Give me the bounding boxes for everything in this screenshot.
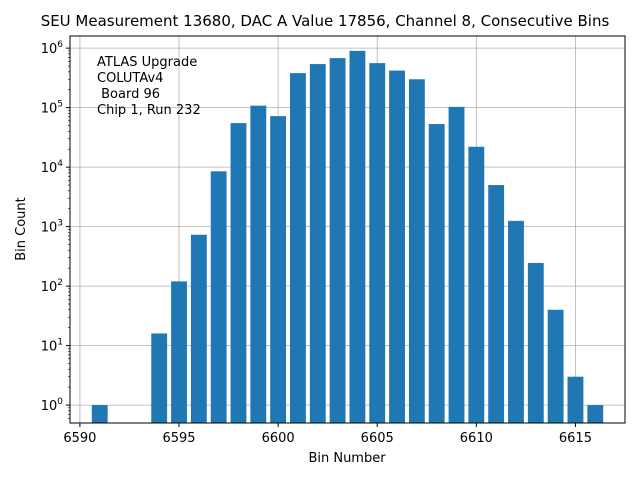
bar (369, 63, 386, 424)
bar (190, 234, 207, 423)
y-tick-label: 105 (41, 100, 63, 117)
bar (270, 116, 287, 423)
bar (488, 185, 505, 423)
bar (349, 50, 366, 424)
bar (151, 333, 168, 423)
x-axis-label: Bin Number (308, 451, 386, 466)
x-tick-label: 6595 (162, 431, 195, 446)
x-axis: 6590 6595 6600 6605 6610 6615 (63, 423, 592, 446)
bar (508, 220, 524, 423)
y-tick-label: 101 (41, 338, 63, 355)
bar (468, 146, 485, 424)
annotation-line: ATLAS Upgrade (97, 55, 197, 70)
annotation-line: Chip 1, Run 232 (97, 103, 201, 118)
y-tick-label: 106 (41, 40, 64, 57)
bar (329, 58, 346, 423)
bar (290, 73, 306, 423)
bar (210, 171, 227, 423)
x-tick-label: 6610 (460, 431, 493, 446)
bar (547, 309, 564, 423)
bar (448, 106, 465, 423)
y-tick-label: 103 (41, 219, 63, 236)
chart-title: SEU Measurement 13680, DAC A Value 17856… (41, 12, 610, 30)
bar (91, 405, 108, 423)
annotation-line: COLUTAv4 (97, 71, 163, 86)
x-tick-label: 6600 (262, 431, 295, 446)
bar (587, 405, 604, 423)
x-tick-label: 6615 (559, 431, 592, 446)
y-axis: 100 101 102 103 104 105 106 (41, 40, 70, 419)
bar (567, 376, 584, 423)
y-tick-label: 104 (41, 159, 64, 176)
bar (171, 281, 187, 423)
bar (230, 123, 247, 423)
bar (309, 64, 326, 423)
bar (389, 70, 405, 424)
x-tick-label: 6590 (63, 431, 96, 446)
annotation-line: Board 96 (97, 87, 160, 102)
y-tick-label: 102 (41, 278, 63, 295)
bars (91, 50, 604, 424)
bar (428, 124, 445, 423)
bar (527, 262, 544, 423)
x-tick-label: 6605 (361, 431, 394, 446)
y-axis-label: Bin Count (14, 197, 29, 261)
bar (408, 79, 425, 423)
y-tick-label: 100 (41, 397, 64, 414)
bar (250, 105, 267, 423)
